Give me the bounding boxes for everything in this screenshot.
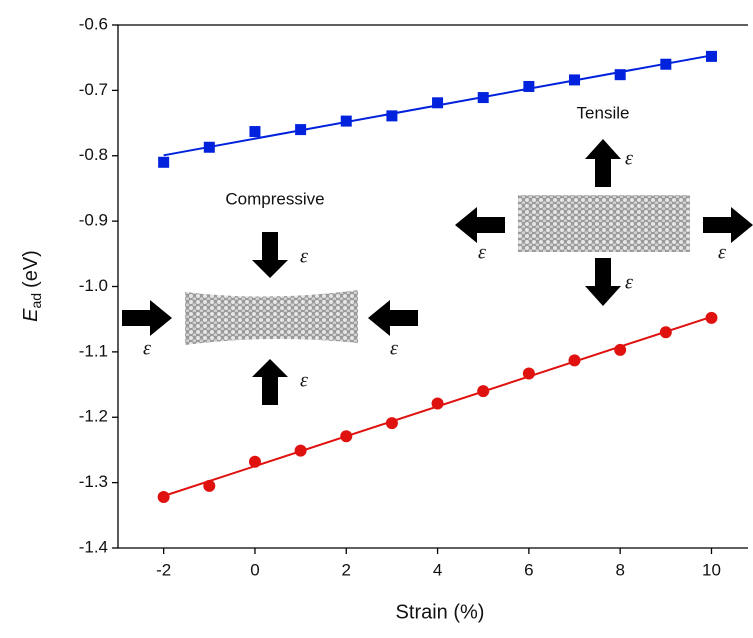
point [203,479,216,492]
point [614,69,626,81]
point [431,397,444,410]
point [294,444,307,457]
point [248,455,261,468]
y-tick-label: -0.6 [79,14,108,33]
tensile-tube [518,195,690,252]
point [385,417,398,430]
point [157,491,170,504]
y-tick-label: -1.2 [79,407,108,426]
y-tick-label: -1.3 [79,472,108,491]
x-tick-label: 8 [615,560,624,579]
point [705,50,717,62]
x-tick-label: 2 [342,560,351,579]
x-tick-label: -2 [156,560,171,579]
y-tick-label: -0.8 [79,145,108,164]
compressive-label: Compressive [225,189,324,208]
point [295,124,307,136]
y-label-unit: (eV) [20,250,42,288]
y-tick-label: -1.0 [79,276,108,295]
x-axis-label: Strain (%) [396,601,485,623]
point [249,126,261,138]
x-tick-label: 0 [250,560,259,579]
point [660,58,672,70]
arrows [122,139,753,405]
y-label-subscript: ad [28,293,44,309]
point [522,367,535,380]
compressed-tube [185,290,358,345]
illustrations: Compressive Tensile ε ε ε ε ε ε ε ε [122,103,753,405]
point [523,80,535,92]
point [203,141,215,153]
point [568,354,581,367]
y-tick-label: -1.4 [79,537,108,556]
epsilon: ε [143,338,151,360]
point [614,343,627,356]
y-tick-label: -1.1 [79,341,108,360]
point [158,156,170,168]
point [432,97,444,109]
epsilon: ε [478,242,486,264]
epsilon: ε [300,246,308,268]
point [477,385,490,398]
point [386,110,398,122]
epsilon: ε [625,148,633,170]
x-tick-label: 6 [524,560,533,579]
epsilon: ε [625,272,633,294]
y-tick-label: -0.7 [79,80,108,99]
point [659,326,672,339]
point [569,74,581,86]
x-tick-label: 4 [433,560,442,579]
tensile-label: Tensile [577,103,630,122]
epsilon: ε [300,370,308,392]
x-tick-label: 10 [702,560,721,579]
y-axis-label: Ead (eV) [20,250,43,322]
point [477,92,489,104]
y-tick-label: -0.9 [79,211,108,230]
epsilon: ε [390,338,398,360]
epsilon: ε [718,242,726,264]
point [705,311,718,324]
point [340,430,353,443]
y-label-symbol: E [20,308,42,322]
point [340,115,352,127]
